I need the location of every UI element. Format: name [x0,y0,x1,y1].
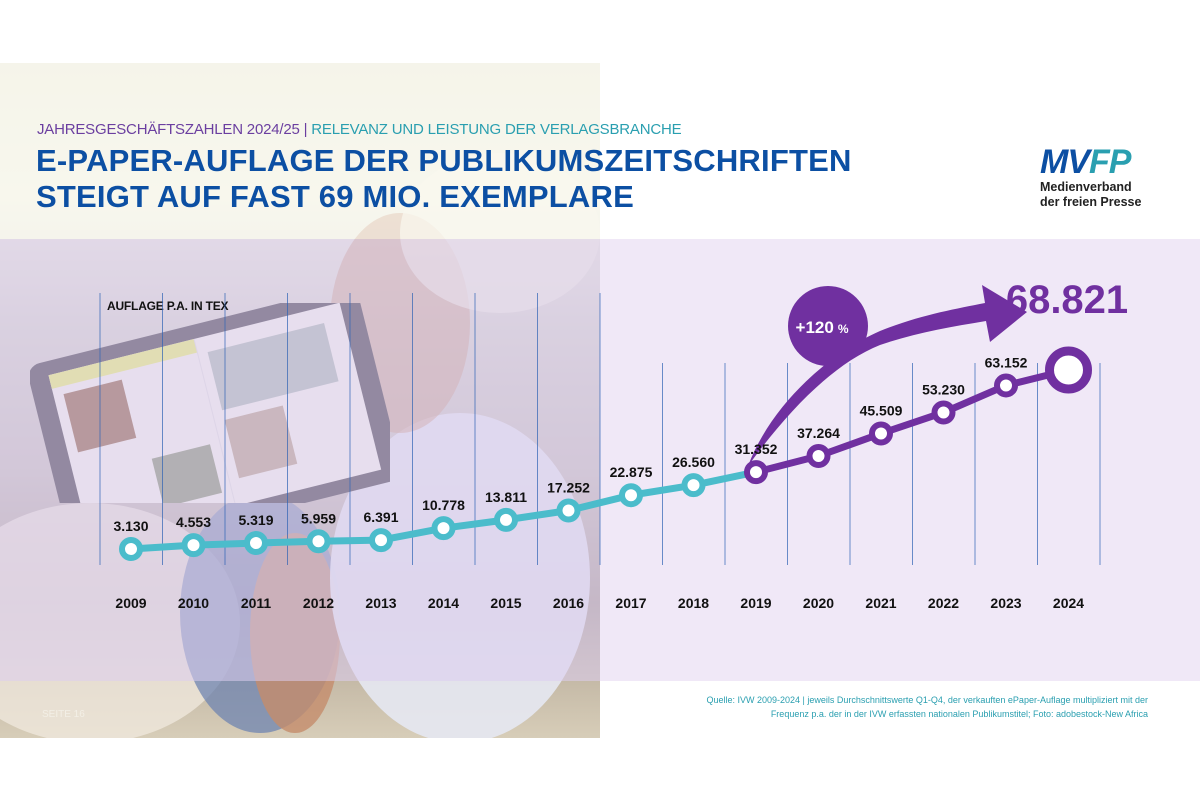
highlight-value: 68.821 [1006,278,1128,322]
source-note: Quelle: IVW 2009-2024 | jeweils Durchsch… [628,693,1148,721]
x-tick-label: 2009 [115,595,146,611]
page-number: SEITE 16 [42,709,85,720]
x-tick-label: 2013 [365,595,396,611]
data-label: 53.230 [922,381,965,397]
x-tick-label: 2022 [928,595,959,611]
data-label: 10.778 [422,497,465,513]
y-axis-label: AUFLAGE P.A. IN TEX [107,299,229,313]
x-tick-label: 2017 [615,595,646,611]
data-point [244,531,268,556]
x-tick-label: 2016 [553,595,584,611]
x-tick-label: 2018 [678,595,709,611]
data-point [994,373,1018,398]
source-line-2: Frequenz p.a. der in der IVW erfassten n… [770,709,1148,719]
x-tick-label: 2015 [490,595,521,611]
data-point [431,516,456,541]
data-label: 26.560 [672,454,715,470]
data-point [744,460,768,485]
source-line-1: Quelle: IVW 2009-2024 | jeweils Durchsch… [706,695,1148,705]
x-tick-label: 2014 [428,595,459,611]
data-label: 6.391 [363,509,398,525]
growth-arrow-shape [748,285,1027,466]
x-tick-label: 2011 [241,595,272,611]
x-tick-label: 2010 [178,595,209,611]
x-tick-label: 2024 [1053,595,1084,611]
logo-mark-mv: MV [1040,143,1090,181]
x-tick-label: 2019 [740,595,771,611]
data-label: 13.811 [485,489,527,505]
slide: JAHRESGESCHÄFTSZAHLEN 2024/25 | RELEVANZ… [0,63,1200,738]
data-point [119,537,143,561]
title-line-2: STEIGT AUF FAST 69 MIO. EXEMPLARE [36,179,634,214]
data-label: 17.252 [547,480,590,496]
page-title: E-PAPER-AUFLAGE DER PUBLIKUMSZEITSCHRIFT… [36,143,852,215]
data-points [119,346,1092,561]
data-point [556,498,581,523]
data-label: 5.319 [238,512,273,528]
data-labels: 3.130 4.553 5.319 5.959 6.391 10.778 13.811 17.… [113,354,1027,534]
x-tick-label: 2021 [865,595,896,611]
logo-mark: MVFP [1040,145,1170,179]
mvfp-logo: MVFP Medienverband der freien Presse [1040,145,1170,209]
header-overlay [0,63,600,239]
x-axis-ticks: 2009 2010 2011 2012 2013 2014 2015 2016 2017 2018… [115,595,1084,611]
data-point [681,473,706,498]
data-label: 63.152 [985,354,1028,370]
data-point [369,528,393,553]
data-label: 4.553 [176,514,211,530]
growth-value: +120% [796,318,849,337]
section-subtitle: JAHRESGESCHÄFTSZAHLEN 2024/25 | RELEVANZ… [37,121,682,138]
data-label: 31.352 [735,441,778,457]
subtitle-report: JAHRESGESCHÄFTSZAHLEN 2024/25 [37,121,300,138]
growth-badge [788,286,868,366]
logo-text-line-2: der freien Presse [1040,195,1142,209]
logo-text-line-1: Medienverband [1040,180,1132,194]
x-tick-label: 2020 [803,595,834,611]
data-point [306,529,331,554]
x-tick-label: 2012 [303,595,334,611]
subtitle-topic: RELEVANZ UND LEISTUNG DER VERLAGSBRANCHE [311,121,682,138]
growth-unit: % [838,322,849,336]
data-label: 37.264 [797,425,840,441]
data-point [494,507,518,532]
growth-arrow: +120% 68.821 [748,278,1128,466]
x-tick-label: 2023 [990,595,1021,611]
data-point-highlight [1045,346,1092,394]
data-point [931,400,956,425]
data-label: 45.509 [860,403,903,419]
data-label: 22.875 [610,464,653,480]
data-label: 5.959 [301,510,336,526]
data-label: 3.130 [113,518,148,534]
logo-mark-fp: FP [1089,143,1131,181]
data-point [806,443,831,468]
growth-number: +120 [796,318,834,337]
data-point [181,533,206,558]
line-chart: +120% 68.821 3.130 4.553 5.319 5.959 6.391 10… [99,278,1128,611]
title-line-1: E-PAPER-AUFLAGE DER PUBLIKUMSZEITSCHRIFT… [36,143,852,178]
data-point [869,421,893,446]
subtitle-separator: | [303,121,308,138]
data-point [619,483,643,508]
